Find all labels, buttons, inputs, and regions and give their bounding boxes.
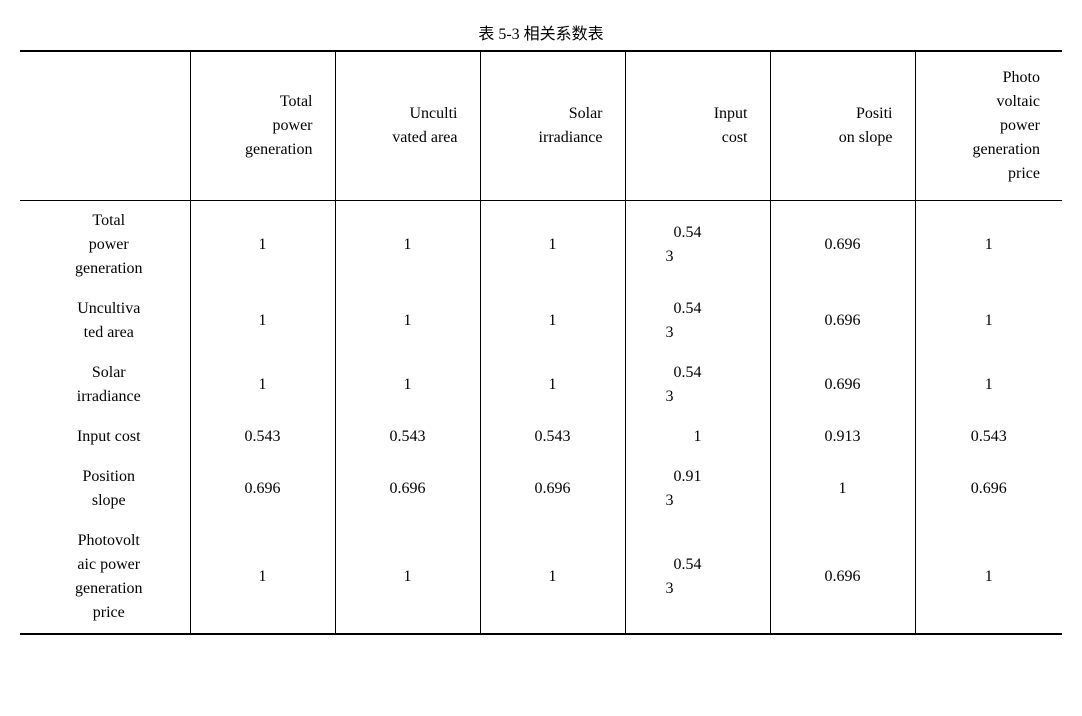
cell: 1 [335, 521, 480, 634]
cell: 0.696 [770, 521, 915, 634]
cell: 0.54 3 [625, 353, 770, 417]
cell: 1 [770, 457, 915, 521]
header-total-power-generation: Total power generation [190, 51, 335, 201]
cell: 1 [335, 201, 480, 290]
cell: 1 [625, 417, 770, 457]
cell: 1 [915, 201, 1062, 290]
table-row: Uncultiva ted area 1 1 1 0.54 3 0.696 1 [20, 289, 1062, 353]
cell: 1 [915, 289, 1062, 353]
rowhead-input-cost: Input cost [20, 417, 190, 457]
table-row: Solar irradiance 1 1 1 0.54 3 0.696 1 [20, 353, 1062, 417]
cell: 1 [915, 353, 1062, 417]
table-row: Input cost 0.543 0.543 0.543 1 0.913 0.5… [20, 417, 1062, 457]
cell: 1 [480, 289, 625, 353]
cell: 0.696 [335, 457, 480, 521]
header-row: Total power generation Unculti vated are… [20, 51, 1062, 201]
header-uncultivated-area: Unculti vated area [335, 51, 480, 201]
table-row: Position slope 0.696 0.696 0.696 0.91 3 … [20, 457, 1062, 521]
cell: 0.543 [480, 417, 625, 457]
cell: 0.543 [190, 417, 335, 457]
header-input-cost: Input cost [625, 51, 770, 201]
table-row: Total power generation 1 1 1 0.54 3 0.69… [20, 201, 1062, 290]
correlation-table: Total power generation Unculti vated are… [20, 50, 1062, 635]
cell: 0.696 [190, 457, 335, 521]
cell: 0.696 [770, 353, 915, 417]
cell: 1 [480, 201, 625, 290]
cell: 1 [190, 289, 335, 353]
rowhead-total-power-generation: Total power generation [20, 201, 190, 290]
rowhead-position-slope: Position slope [20, 457, 190, 521]
cell: 0.696 [770, 201, 915, 290]
cell: 0.54 3 [625, 201, 770, 290]
header-pv-price: Photo voltaic power generation price [915, 51, 1062, 201]
cell: 1 [915, 521, 1062, 634]
table-row: Photovolt aic power generation price 1 1… [20, 521, 1062, 634]
cell: 1 [335, 353, 480, 417]
cell: 1 [190, 201, 335, 290]
cell: 1 [335, 289, 480, 353]
header-blank [20, 51, 190, 201]
header-position-slope: Positi on slope [770, 51, 915, 201]
header-solar-irradiance: Solar irradiance [480, 51, 625, 201]
cell: 0.696 [480, 457, 625, 521]
rowhead-solar-irradiance: Solar irradiance [20, 353, 190, 417]
cell: 0.91 3 [625, 457, 770, 521]
rowhead-uncultivated-area: Uncultiva ted area [20, 289, 190, 353]
cell: 0.543 [335, 417, 480, 457]
cell: 1 [480, 353, 625, 417]
cell: 1 [480, 521, 625, 634]
cell: 0.54 3 [625, 521, 770, 634]
cell: 0.913 [770, 417, 915, 457]
cell: 0.696 [915, 457, 1062, 521]
cell: 1 [190, 353, 335, 417]
rowhead-pv-price: Photovolt aic power generation price [20, 521, 190, 634]
table-caption: 表 5-3 相关系数表 [20, 20, 1062, 44]
cell: 1 [190, 521, 335, 634]
cell: 0.54 3 [625, 289, 770, 353]
cell: 0.543 [915, 417, 1062, 457]
cell: 0.696 [770, 289, 915, 353]
